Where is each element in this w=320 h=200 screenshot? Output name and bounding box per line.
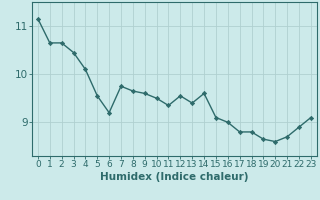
X-axis label: Humidex (Indice chaleur): Humidex (Indice chaleur) [100, 172, 249, 182]
